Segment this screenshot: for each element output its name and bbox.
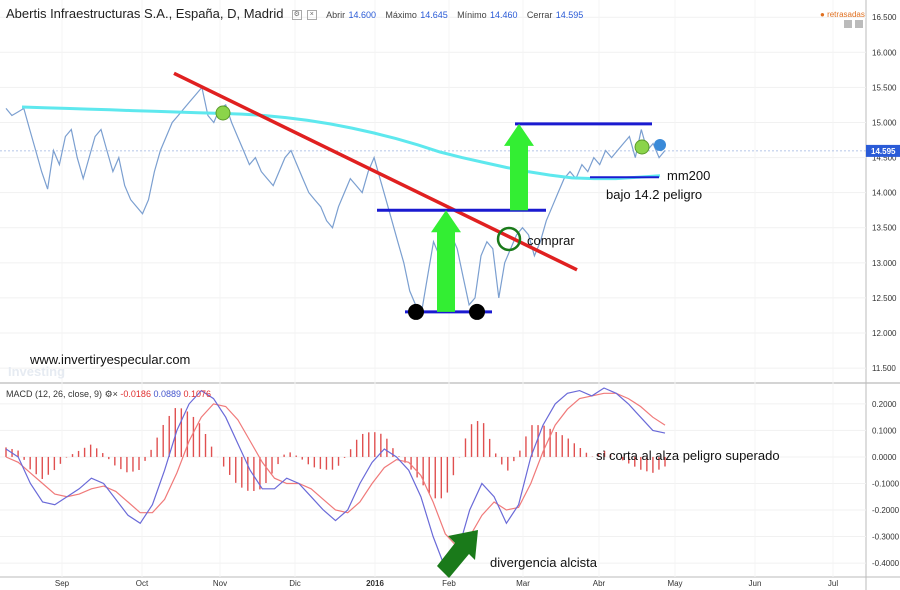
panel-icons[interactable] [844, 20, 866, 30]
macd-label: MACD (12, 26, close, 9) [6, 389, 103, 399]
price-tick-label: 16.500 [872, 13, 897, 22]
time-tick-label: Jul [828, 579, 838, 588]
maximize-icon[interactable] [855, 20, 863, 28]
macd-signal-line [5, 392, 666, 548]
macd-hist-value: -0.0186 [120, 389, 151, 399]
open-value: 14.600 [348, 10, 377, 20]
price-tick-label: 12.000 [872, 329, 897, 338]
investing-watermark: Investing [8, 364, 66, 379]
price-tick-label: 13.500 [872, 224, 897, 233]
drawings [173, 71, 666, 578]
danger-annotation: bajo 14.2 peligro [606, 187, 703, 202]
price-tick-label: 16.000 [872, 48, 897, 57]
macd-cross-annotation: si corta al alza peligro superado [596, 448, 780, 463]
divergence-annotation: divergencia alcista [490, 555, 597, 570]
double-bottom-dot [408, 303, 424, 320]
time-tick-label: Dic [289, 579, 301, 588]
macd-tick-label: 0.2000 [872, 400, 897, 409]
macd-tick-label: 0.1000 [872, 426, 897, 435]
close-label: Cerrar [526, 10, 553, 20]
time-tick-label: 2016 [366, 579, 384, 588]
time-tick-label: Oct [136, 579, 149, 588]
macd-settings-icon[interactable]: ⚙ [104, 389, 113, 399]
trendline [173, 71, 578, 272]
last-price-tag [866, 144, 900, 157]
macd-tick-label: 0.0000 [872, 453, 897, 462]
macd-line [5, 387, 666, 570]
price-tick-label: 11.500 [872, 364, 896, 373]
macd-tick-label: -0.2000 [872, 506, 900, 515]
breakout-arrow [431, 210, 461, 312]
high-value: 14.645 [420, 10, 448, 20]
price-tick-label: 13.000 [872, 259, 897, 268]
divergence-arrow [437, 530, 478, 578]
buy-annotation: comprar [527, 233, 575, 248]
close-value: 14.595 [555, 10, 584, 20]
delayed-text: retrasadas [827, 10, 865, 19]
open-label: Abrir [326, 10, 346, 20]
macd-tick-label: -0.4000 [872, 559, 900, 568]
price-tick-label: 14.500 [872, 154, 897, 163]
time-tick-label: Mar [516, 579, 530, 588]
minimize-icon[interactable] [844, 20, 852, 28]
time-tick-label: Feb [442, 579, 456, 588]
macd-header: MACD (12, 26, close, 9) ⚙× -0.0186 0.088… [6, 389, 211, 400]
macd-tick-label: -0.3000 [872, 533, 900, 542]
low-value: 14.460 [489, 10, 518, 20]
event-marker [654, 139, 666, 151]
chart-title: Abertis Infraestructuras S.A., España, D… [6, 6, 284, 21]
macd-tick-label: -0.1000 [872, 479, 900, 488]
axes: 16.500 16.000 15.500 15.000 14.500 14.000 13.5… [55, 13, 900, 588]
time-tick-label: May [667, 579, 682, 588]
macd-macd-value: 0.0889 [153, 389, 181, 399]
price-tick-label: 15.000 [872, 118, 897, 127]
price-line [5, 86, 666, 314]
dividend-marker [634, 139, 650, 155]
buy-circle [496, 226, 522, 252]
settings-icon[interactable]: ⚙ [291, 9, 302, 20]
macd-panel [5, 387, 666, 570]
dividend-marker [215, 105, 231, 121]
ma200-line [21, 105, 661, 181]
price-panel [5, 86, 666, 314]
time-tick-label: Nov [213, 579, 227, 588]
macd-signal-value: 0.1076 [183, 389, 212, 399]
website-label: www.invertiryespecular.com [30, 352, 191, 367]
double-bottom-dot [469, 303, 485, 320]
chart-header: Abertis Infraestructuras S.A., España, D… [6, 6, 583, 21]
low-label: Mínimo [457, 10, 487, 20]
price-tick-label: 14.000 [872, 189, 897, 198]
price-tick-label: 15.500 [872, 83, 897, 92]
delayed-label: ● retrasadas [820, 10, 865, 19]
time-tick-label: Jun [749, 579, 762, 588]
close-icon[interactable]: × [306, 9, 317, 20]
mm200-annotation: mm200 [667, 168, 711, 183]
macd-close-icon[interactable]: × [112, 389, 118, 399]
high-label: Máximo [385, 10, 417, 20]
target-arrow [504, 123, 534, 211]
last-price-label: 14.595 [871, 147, 896, 156]
time-tick-label: Abr [593, 579, 606, 588]
time-tick-label: Sep [55, 579, 70, 588]
price-tick-label: 12.500 [872, 294, 897, 303]
